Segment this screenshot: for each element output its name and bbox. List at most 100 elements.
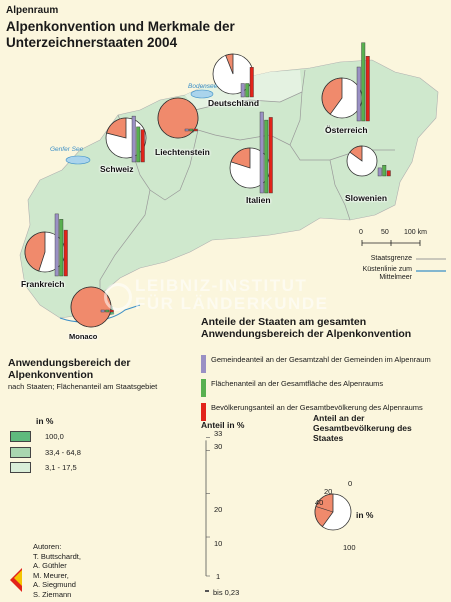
- country-slowenien-pie-share: [349, 145, 363, 162]
- authors: Autoren: T. Buttschardt, A. Güthler M. M…: [33, 542, 81, 599]
- gemeinden-swatch: [201, 355, 206, 373]
- class-swatch-100: [10, 431, 31, 442]
- bar-scale-min-mark: [205, 590, 209, 592]
- scale-label-0: 0: [359, 229, 363, 236]
- country-monaco-bar-flaeche: [105, 309, 110, 313]
- country-liechtenstein-bar-flaeche: [189, 128, 194, 132]
- class-label-100: 100,0: [45, 432, 64, 441]
- bar-scale-tick-10: 10: [214, 539, 223, 548]
- label-frankreich: Frankreich: [21, 279, 65, 289]
- author-5: S. Ziemann: [33, 589, 72, 599]
- bar-scale-tick-33: 33: [214, 429, 223, 438]
- class-row-33: 33,4 - 64,8: [10, 447, 81, 458]
- authors-heading: Autoren:: [33, 542, 62, 551]
- bar-scale-tick-30: 30: [214, 442, 223, 451]
- label-italien: Italien: [246, 195, 271, 205]
- genfer-see-lake: [65, 155, 91, 165]
- country-sterreich-pie-share: [321, 77, 343, 115]
- country-italien-symbol: [229, 111, 273, 194]
- class-row-100: 100,0: [10, 431, 64, 442]
- country-frankreich-symbol: [24, 213, 68, 277]
- country-italien-pie-share: [230, 147, 251, 169]
- coast-legend-label: Küstenlinie zum Mittelmeer: [362, 266, 412, 281]
- country-sterreich-symbol: [321, 42, 370, 122]
- border-legend-label: Staatsgrenze: [370, 255, 412, 262]
- watermark-logo: [104, 283, 132, 311]
- author-2: A. Güthler: [33, 561, 67, 570]
- pie-key-divider-20: [315, 506, 334, 513]
- bar-scale-tick-1: 1: [216, 572, 221, 581]
- bar-scale-min-note: bis 0,23: [213, 588, 240, 597]
- country-schweiz-bar-flaeche: [136, 126, 141, 163]
- country-schweiz-symbol: [105, 115, 147, 163]
- country-italien-bar-gemeinden: [259, 111, 264, 194]
- application-legend-subtitle: nach Staaten; Flächenanteil am Staatsgeb…: [8, 382, 158, 391]
- class-label-33: 33,4 - 64,8: [45, 448, 81, 457]
- watermark-line1: LEIBNIZ-INSTITUT: [135, 276, 308, 295]
- label-bodensee: Bodensee: [188, 83, 218, 90]
- bar-legend-flaeche: Flächenanteil an der Gesamtfläche des Al…: [201, 379, 441, 397]
- country-slowenien-bar-bevoelkerung: [386, 170, 391, 177]
- country-sterreich-bar-bevoelkerung: [365, 56, 370, 122]
- author-3: M. Meurer,: [33, 570, 69, 580]
- class-label-3: 3,1 - 17,5: [45, 463, 77, 472]
- gemeinden-label: Gemeindeanteil an der Gesamtzahl der Gem…: [211, 355, 431, 364]
- watermark-line2: FÜR LÄNDERKUNDE: [135, 294, 329, 313]
- scale-label-50: 50: [381, 229, 389, 236]
- application-legend-title: Anwendungsbereich der Alpenkonvention: [8, 357, 131, 381]
- country-schweiz-pie-share: [106, 117, 127, 139]
- country-frankreich-bar-gemeinden: [54, 213, 59, 277]
- flaeche-swatch: [201, 379, 206, 397]
- country-liechtenstein-bar-gemeinden: [184, 128, 189, 132]
- country-frankreich-bar-bevoelkerung: [63, 229, 68, 277]
- country-schweiz-bar-bevoelkerung: [140, 129, 145, 163]
- country-deutschland-bar-bevoelkerung: [249, 67, 254, 98]
- flaeche-label: Flächenanteil an der Gesamtfläche des Al…: [211, 379, 384, 388]
- pie-key-tick-100: 100: [343, 543, 356, 552]
- label-schweiz: Schweiz: [100, 164, 134, 174]
- author-4: A. Siegmund: [33, 580, 76, 589]
- pie-key-title: Anteil an der Gesamtbevölkerung des Staa…: [313, 413, 412, 443]
- bar-legend-title: Anteile der Staaten am gesamten Anwendun…: [201, 316, 412, 340]
- country-sterreich-bar-flaeche: [361, 42, 366, 122]
- pie-key: [314, 493, 352, 531]
- ifl-logo: [10, 568, 22, 592]
- watermark: LEIBNIZ-INSTITUT FÜR LÄNDERKUNDE: [103, 277, 328, 313]
- class-swatch-3: [10, 462, 31, 473]
- bar-legend-gemeinden: Gemeindeanteil an der Gesamtzahl der Gem…: [201, 355, 441, 373]
- label-oesterreich: Österreich: [325, 125, 368, 135]
- scale-bar: [361, 240, 421, 246]
- label-deutschland: Deutschland: [208, 98, 260, 108]
- country-frankreich-pie-share: [24, 231, 46, 272]
- page-title: Alpenkonvention und Merkmale der Unterze…: [6, 19, 235, 50]
- class-row-3: 3,1 - 17,5: [10, 462, 77, 473]
- country-deutschland-pie-share: [225, 53, 234, 75]
- country-italien-bar-flaeche: [264, 119, 269, 194]
- label-genfer-see: Genfer See: [50, 146, 84, 153]
- country-monaco-bar-bevoelkerung: [109, 309, 114, 313]
- pie-key-tick-0: 0: [348, 479, 353, 488]
- bodensee-lake: [190, 89, 214, 99]
- pie-key-unit: in %: [356, 510, 374, 520]
- pie-key-tick-20: 20: [324, 487, 333, 496]
- country-liechtenstein-bar-bevoelkerung: [193, 128, 198, 132]
- bevoelkerung-swatch: [201, 403, 206, 421]
- scale-label-100: 100 km: [404, 229, 427, 236]
- country-liechtenstein-symbol: [157, 97, 199, 139]
- country-slowenien-bar-flaeche: [382, 164, 387, 177]
- bar-scale: [205, 437, 210, 592]
- bar-legend-bevoelkerung: Bevölkerungsanteil an der Gesamtbevölker…: [201, 403, 441, 421]
- country-deutschland-symbol: [212, 53, 254, 98]
- bar-scale-title: Anteil in %: [201, 420, 245, 430]
- country-slowenien-symbol: [346, 145, 391, 177]
- country-deutschland-bar-gemeinden: [240, 83, 245, 98]
- bar-scale-tick-20: 20: [214, 505, 223, 514]
- country-monaco-bar-gemeinden: [100, 309, 105, 313]
- label-liechtenstein: Liechtenstein: [155, 147, 210, 157]
- author-1: T. Buttschardt,: [33, 551, 81, 561]
- pie-key-tick-40: 40: [315, 498, 324, 507]
- country-schweiz-bar-gemeinden: [131, 115, 136, 163]
- label-slowenien: Slowenien: [345, 193, 388, 203]
- country-liechtenstein-pie-share: [157, 97, 199, 139]
